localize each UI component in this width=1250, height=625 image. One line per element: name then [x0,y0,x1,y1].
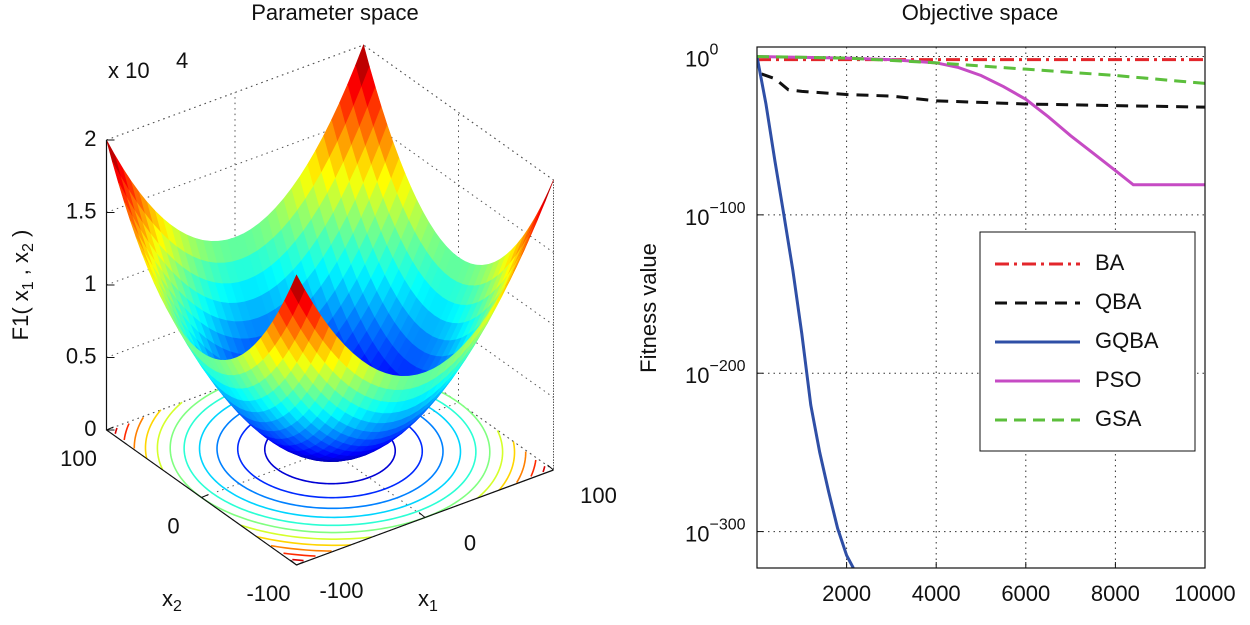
contour [543,466,545,472]
x-tick-label: 2000 [822,581,871,606]
legend-label: QBA [1095,289,1142,314]
contour [517,452,526,483]
contour [499,441,514,490]
y-axis-label: x2 [162,586,182,615]
y-axis-label: Fitness value [636,243,661,373]
legend: BA QBA GQBA PSO GSA [980,232,1195,451]
y-tick-label: 100 [685,42,718,72]
y-tick-label: 10−100 [685,200,746,230]
x-tick-label: 8000 [1091,581,1140,606]
z-axis-label: F1( x1 , x2 ) [8,230,37,341]
left-title: Parameter space [251,0,419,25]
x-tick [419,513,425,518]
x-tick-label: 10000 [1174,581,1235,606]
contour [157,402,182,469]
z-multiplier: x 10 [108,58,150,83]
y-tick-label: 0 [167,513,179,538]
x-tick-label: 0 [464,530,476,555]
contour [292,560,303,561]
x-tick [548,465,554,470]
x-tick-label: 4000 [912,581,961,606]
contour [115,428,117,434]
y-tick-label: 100 [60,446,97,471]
surface-patch [107,140,121,176]
legend-label: BA [1095,250,1125,275]
x-tick-label: 6000 [1001,581,1050,606]
legend-label: GSA [1095,406,1142,431]
contour [531,460,536,476]
right-title: Objective space [902,0,1059,25]
legend-label: GQBA [1095,328,1159,353]
y-tick [202,495,209,498]
contour [271,546,332,551]
x-tick-label: 100 [580,483,617,508]
y-tick-label: -100 [246,581,290,606]
contour [145,410,160,459]
z-multiplier-exponent: 4 [176,48,188,73]
contour [284,553,316,556]
y-tick-label: 10−300 [685,517,746,547]
x-axis-label: x1 [418,586,438,615]
contour [478,431,503,498]
z-tick-label: 0.5 [66,343,97,368]
y-tick-label: 10−200 [685,358,746,388]
y-tick [297,562,304,565]
legend-label: PSO [1095,367,1141,392]
contour [124,424,129,440]
x-tick [291,560,297,565]
z-tick-label: 0 [84,416,96,441]
z-tick-label: 2 [84,126,96,151]
z-tick-label: 1.5 [66,198,97,223]
contour [134,417,143,448]
x-tick-label: -100 [319,578,363,603]
z-tick-label: 1 [84,271,96,296]
